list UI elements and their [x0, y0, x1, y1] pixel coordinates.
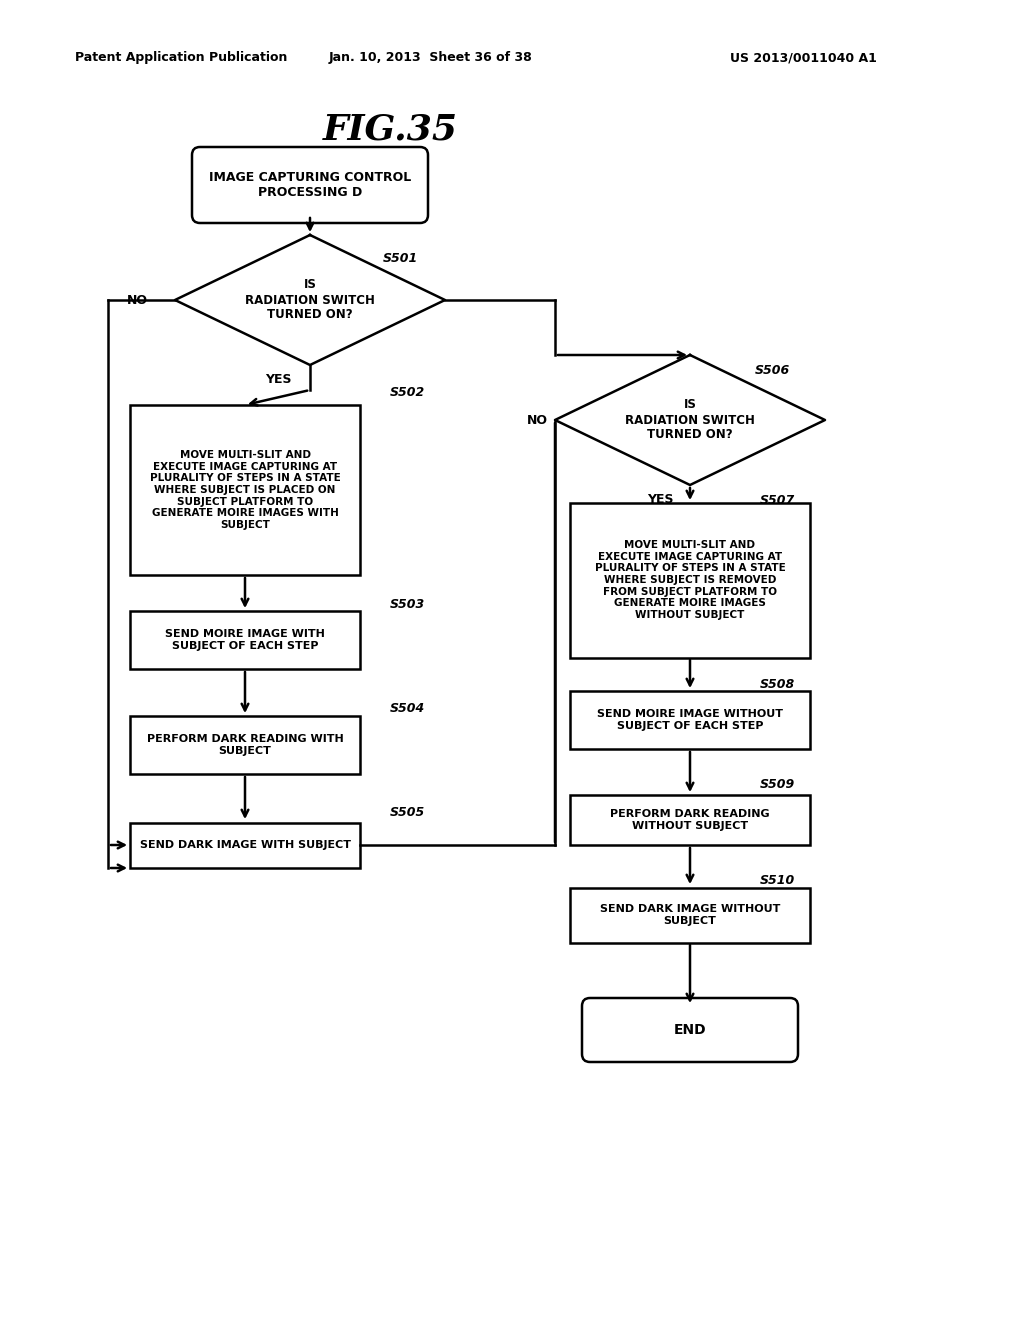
Text: S503: S503	[390, 598, 425, 610]
Text: NO: NO	[527, 413, 548, 426]
Text: SEND MOIRE IMAGE WITH
SUBJECT OF EACH STEP: SEND MOIRE IMAGE WITH SUBJECT OF EACH ST…	[165, 630, 325, 651]
Text: NO: NO	[127, 293, 148, 306]
Bar	[570, 503, 810, 657]
Text: MOVE MULTI-SLIT AND
EXECUTE IMAGE CAPTURING AT
PLURALITY OF STEPS IN A STATE
WHE: MOVE MULTI-SLIT AND EXECUTE IMAGE CAPTUR…	[595, 540, 785, 620]
Text: S505: S505	[390, 805, 425, 818]
Bar	[130, 822, 360, 867]
Text: IMAGE CAPTURING CONTROL
PROCESSING D: IMAGE CAPTURING CONTROL PROCESSING D	[209, 172, 411, 199]
Bar	[570, 690, 810, 748]
Text: YES: YES	[647, 492, 673, 506]
Bar	[130, 715, 360, 774]
Text: YES: YES	[265, 374, 291, 385]
Polygon shape	[175, 235, 445, 366]
Text: IS
RADIATION SWITCH
TURNED ON?: IS RADIATION SWITCH TURNED ON?	[245, 279, 375, 322]
Polygon shape	[555, 355, 825, 484]
FancyBboxPatch shape	[193, 147, 428, 223]
Text: IS
RADIATION SWITCH
TURNED ON?: IS RADIATION SWITCH TURNED ON?	[625, 399, 755, 441]
Text: Patent Application Publication: Patent Application Publication	[75, 51, 288, 65]
Text: SEND DARK IMAGE WITHOUT
SUBJECT: SEND DARK IMAGE WITHOUT SUBJECT	[600, 904, 780, 925]
Bar	[570, 795, 810, 845]
Text: SEND DARK IMAGE WITH SUBJECT: SEND DARK IMAGE WITH SUBJECT	[139, 840, 350, 850]
Bar	[130, 611, 360, 669]
Text: FIG.35: FIG.35	[323, 114, 458, 147]
Bar	[570, 887, 810, 942]
Text: S502: S502	[390, 387, 425, 400]
Text: S510: S510	[760, 874, 796, 887]
Text: PERFORM DARK READING WITH
SUBJECT: PERFORM DARK READING WITH SUBJECT	[146, 734, 343, 756]
Text: SEND MOIRE IMAGE WITHOUT
SUBJECT OF EACH STEP: SEND MOIRE IMAGE WITHOUT SUBJECT OF EACH…	[597, 709, 783, 731]
Text: S509: S509	[760, 779, 796, 792]
Bar	[130, 405, 360, 576]
Text: PERFORM DARK READING
WITHOUT SUBJECT: PERFORM DARK READING WITHOUT SUBJECT	[610, 809, 770, 830]
FancyBboxPatch shape	[582, 998, 798, 1063]
Text: S507: S507	[760, 494, 796, 507]
Text: Jan. 10, 2013  Sheet 36 of 38: Jan. 10, 2013 Sheet 36 of 38	[328, 51, 531, 65]
Text: END: END	[674, 1023, 707, 1038]
Text: MOVE MULTI-SLIT AND
EXECUTE IMAGE CAPTURING AT
PLURALITY OF STEPS IN A STATE
WHE: MOVE MULTI-SLIT AND EXECUTE IMAGE CAPTUR…	[150, 450, 340, 529]
Text: S501: S501	[383, 252, 418, 264]
Text: S506: S506	[755, 363, 791, 376]
Text: US 2013/0011040 A1: US 2013/0011040 A1	[730, 51, 877, 65]
Text: S504: S504	[390, 702, 425, 715]
Text: S508: S508	[760, 678, 796, 692]
